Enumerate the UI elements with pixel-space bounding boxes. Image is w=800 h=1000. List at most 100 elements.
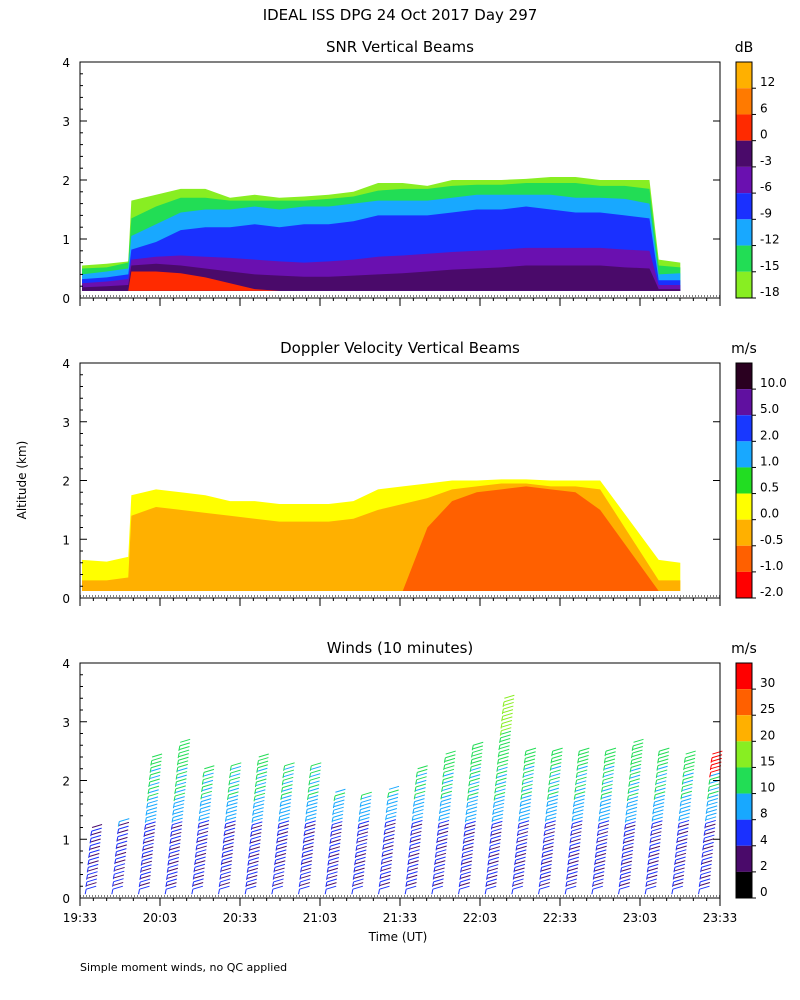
wind-barb	[469, 774, 481, 779]
wind-barb-shaft	[354, 852, 357, 859]
wind-barb-shaft	[515, 845, 518, 851]
wind-barb	[356, 849, 367, 854]
wind-barb	[603, 773, 614, 778]
wind-barb-shaft	[150, 760, 153, 766]
wind-barb	[647, 871, 658, 876]
colorbar-label: -3	[760, 154, 772, 168]
wind-barb-shaft	[699, 874, 702, 880]
wind-barb	[150, 767, 161, 772]
wind-barb-shaft	[278, 809, 281, 815]
wind-barb-shaft	[623, 831, 626, 837]
wind-barb	[416, 776, 427, 781]
colorbar-swatch	[736, 467, 752, 494]
wind-barb-shaft	[87, 860, 90, 866]
wind-barb-shaft	[542, 838, 545, 844]
wind-barb	[622, 853, 633, 858]
wind-barb	[303, 842, 314, 847]
colorbar-frame	[735, 662, 753, 899]
wind-barb	[524, 762, 535, 767]
x-tick-label: 19:33	[63, 911, 98, 925]
wind-barb	[472, 745, 484, 750]
wind-barb-shaft	[497, 752, 500, 758]
wind-barb	[308, 791, 319, 796]
wind-barb-shaft	[304, 823, 307, 829]
wind-barb-shaft	[304, 816, 307, 822]
wind-barb-shaft	[328, 853, 331, 859]
wind-barb	[381, 867, 392, 872]
wind-barb-shaft	[302, 838, 305, 844]
wind-barb	[353, 882, 364, 887]
wind-barb	[491, 824, 503, 829]
wind-barb-shaft	[299, 874, 302, 880]
wind-barb-shaft	[146, 803, 149, 809]
wind-barb-shaft	[298, 889, 300, 895]
snr-plot: 0 1 2 3 4	[62, 56, 721, 306]
wind-barb-shaft	[511, 889, 514, 895]
wind-barb-shaft	[226, 802, 229, 808]
wind-barb	[681, 798, 692, 803]
wind-barb	[354, 871, 365, 876]
wind-barb	[326, 885, 337, 890]
wind-barb-shaft	[673, 867, 676, 873]
wind-barb	[471, 763, 482, 768]
wind-barb	[629, 774, 641, 779]
wind-barb	[471, 759, 482, 764]
wind-barb	[279, 816, 290, 821]
wind-barb	[115, 851, 127, 856]
wind-barb	[90, 842, 101, 847]
wind-barb	[525, 751, 536, 756]
wind-barb-shaft	[412, 808, 415, 814]
wind-barb	[499, 745, 510, 750]
wind-barb	[653, 809, 664, 814]
wind-barb	[515, 853, 527, 857]
wind-barb	[575, 787, 586, 792]
wind-barb	[489, 846, 501, 851]
wind-barb	[144, 835, 155, 840]
wind-barb-shaft	[680, 794, 683, 800]
wind-barb-shaft	[502, 701, 505, 707]
wind-barb-shaft	[628, 781, 631, 787]
snr-colorbar-unit: dB	[735, 40, 754, 56]
wind-barb	[150, 771, 161, 776]
colorbar-label: 30	[760, 676, 775, 690]
colorbar-label: -18	[760, 285, 780, 299]
wind-barb	[409, 845, 421, 850]
wind-barb	[654, 794, 665, 799]
wind-barb-shaft	[618, 881, 621, 888]
wind-barb	[299, 882, 310, 887]
wind-barb-shaft	[647, 860, 650, 866]
wind-barb-shaft	[497, 759, 500, 765]
wind-barb	[148, 792, 159, 797]
wind-barb	[633, 738, 644, 743]
wind-barb-shaft	[325, 881, 328, 888]
wind-barb-shaft	[710, 757, 713, 763]
wind-barb	[595, 856, 606, 861]
plot-frame	[79, 662, 721, 899]
wind-barb-shaft	[442, 772, 445, 778]
wind-barb	[356, 845, 367, 850]
wind-barb	[301, 867, 312, 872]
wind-barb-shaft	[570, 830, 573, 837]
wind-barb	[646, 885, 657, 890]
wind-barb	[386, 811, 397, 816]
wind-barb-shaft	[176, 760, 179, 766]
wind-barb	[333, 803, 345, 808]
wind-barb	[406, 878, 418, 883]
wind-barb-shaft	[117, 821, 120, 827]
wind-barb-shaft	[276, 831, 279, 837]
wind-barb-shaft	[438, 816, 441, 822]
wind-barb-shaft	[464, 817, 467, 823]
wind-barb	[551, 754, 563, 759]
wind-barb	[357, 838, 368, 843]
wind-barb	[145, 817, 157, 822]
wind-barb	[170, 839, 181, 844]
wind-barb-shaft	[196, 837, 199, 844]
y-tick-label: 1	[62, 233, 70, 247]
wind-barb	[177, 767, 188, 772]
wind-barb	[282, 787, 293, 792]
wind-barb	[250, 842, 261, 847]
wind-barb	[382, 848, 394, 853]
x-tick-label: 21:03	[303, 911, 338, 925]
wind-barb	[330, 839, 341, 843]
wind-barb-shaft	[443, 764, 446, 771]
